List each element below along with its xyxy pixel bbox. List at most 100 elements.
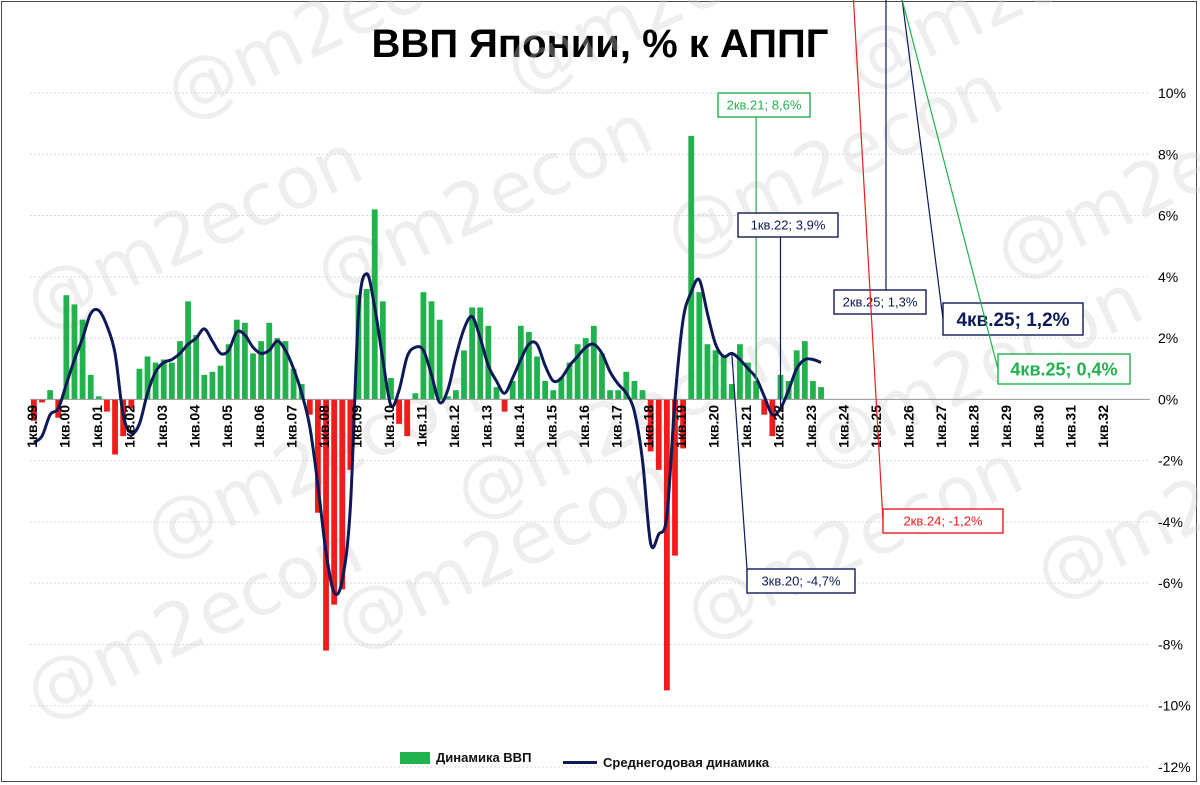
bar [428, 301, 435, 400]
y-tick-label: -4% [1158, 514, 1183, 530]
bar [566, 362, 573, 400]
y-tick-label: -6% [1158, 575, 1183, 591]
bar-series [31, 135, 824, 691]
bar [737, 344, 743, 400]
callout-label: 2кв.25; 1,3% [843, 295, 918, 310]
bar [47, 390, 54, 400]
bar [607, 390, 613, 400]
legend-item-bars: Динамика ВВП [400, 750, 531, 765]
watermark-text: @m2econ [152, 0, 515, 135]
x-tick-label: 1кв.12 [446, 405, 462, 448]
bar [355, 295, 362, 400]
x-tick-label: 1кв.13 [478, 405, 494, 448]
bar [680, 399, 686, 449]
callout-box [882, 508, 1004, 534]
bar [388, 377, 394, 400]
bar [704, 344, 711, 400]
bar [168, 362, 175, 400]
bar [582, 338, 589, 400]
x-tick-label: 1кв.04 [186, 405, 202, 448]
legend-line-label: Среднегодовая динамика [603, 754, 770, 770]
callouts: 2кв.21; 8,6% 1кв.22; 3,9% 2кв.25; 1,3% 4кв.… [717, 0, 1131, 594]
bar [558, 377, 565, 400]
callout-leader [852, 0, 884, 522]
average-line [32, 272, 822, 596]
y-tick-label: 0% [1158, 391, 1178, 407]
bar [95, 396, 102, 400]
line-series [32, 272, 822, 596]
bar [177, 341, 183, 400]
bar [663, 399, 670, 691]
bar [250, 353, 256, 400]
bar [534, 356, 540, 400]
y-tick-label: 10% [1158, 85, 1186, 101]
x-tick-label: 1кв.31 [1063, 405, 1079, 448]
x-tick-label: 1кв.10 [381, 405, 397, 448]
bar [290, 368, 297, 400]
bar [712, 350, 719, 400]
y-tick-label: 2% [1158, 330, 1178, 346]
bar [104, 399, 110, 412]
bar [363, 289, 370, 400]
callout-label: 1кв.22; 3,9% [751, 218, 826, 233]
callout-box [746, 568, 856, 594]
x-tick-label: 1кв.09 [349, 405, 365, 448]
y-tick-label: -2% [1158, 453, 1183, 469]
x-tick-label: 1кв.08 [316, 405, 332, 448]
bar [420, 292, 427, 400]
bar [769, 399, 776, 437]
bar [331, 399, 338, 605]
bar [810, 380, 816, 400]
legend: Динамика ВВП Среднегодовая динамика [400, 750, 797, 770]
bar [347, 399, 354, 470]
bar [315, 399, 321, 513]
callout-box [737, 212, 839, 238]
y-tick-label: 6% [1158, 208, 1178, 224]
bar [436, 319, 443, 400]
bar [241, 322, 248, 400]
callout-leader [901, 0, 944, 320]
bar [590, 325, 597, 400]
x-tick-label: 1кв.27 [933, 405, 949, 448]
bar [688, 135, 695, 400]
x-tick-label: 1кв.20 [706, 405, 722, 448]
x-tick-label: 1кв.07 [284, 405, 300, 448]
bar [452, 390, 459, 400]
bar [136, 368, 143, 400]
bar [542, 380, 549, 400]
bar [493, 387, 500, 400]
bar [526, 331, 532, 400]
bar [282, 341, 289, 400]
x-tick-label: 1кв.17 [608, 405, 624, 448]
x-tick-label: 1кв.05 [219, 405, 235, 448]
bar [225, 344, 232, 400]
bar [339, 399, 346, 590]
bar [696, 292, 703, 400]
callout-label: 2кв.24; -1,2% [903, 514, 983, 529]
bar [793, 350, 800, 400]
x-tick-label: 1кв.15 [543, 405, 559, 448]
bar [647, 399, 654, 452]
y-tick-label: -12% [1158, 759, 1191, 775]
callout-box [833, 289, 927, 315]
legend-bar-swatch [400, 751, 430, 764]
legend-item-line: Среднегодовая динамика [563, 755, 769, 770]
bar [574, 344, 581, 400]
y-axis-ticks: 10% 8% 6% 4% 2% 0% -2% -4% -6% -8% -10% -12% [1158, 85, 1191, 775]
bar [160, 359, 167, 400]
bar [672, 399, 678, 556]
x-axis-ticks: 1кв.99 1кв.00 1кв.01 1кв.02 1кв.03 1кв.04 1кв.… [24, 405, 1111, 448]
bar [201, 374, 208, 400]
x-tick-label: 1кв.19 [673, 405, 689, 448]
x-tick-label: 1кв.30 [1030, 405, 1046, 448]
bar [185, 301, 191, 400]
bar [258, 341, 265, 400]
x-tick-label: 1кв.18 [641, 405, 657, 448]
x-tick-label: 1кв.00 [56, 405, 72, 448]
x-tick-label: 1кв.26 [900, 405, 916, 448]
x-tick-label: 1кв.32 [1095, 405, 1111, 448]
bar [306, 399, 313, 415]
bar [655, 399, 662, 470]
x-tick-label: 1кв.24 [836, 405, 852, 448]
bar [761, 399, 768, 415]
